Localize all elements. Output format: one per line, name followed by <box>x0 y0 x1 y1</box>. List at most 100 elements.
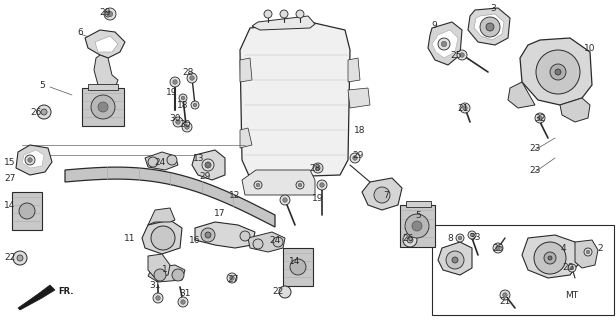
Text: 5: 5 <box>39 81 45 90</box>
Circle shape <box>500 290 510 300</box>
Text: 19: 19 <box>312 194 324 203</box>
Circle shape <box>550 64 566 80</box>
Text: 25: 25 <box>492 244 504 252</box>
Polygon shape <box>242 170 315 195</box>
Bar <box>283 248 313 286</box>
Circle shape <box>555 69 561 75</box>
Circle shape <box>456 234 464 242</box>
Circle shape <box>167 155 177 165</box>
Polygon shape <box>18 285 55 310</box>
Circle shape <box>153 293 163 303</box>
Circle shape <box>280 195 290 205</box>
Polygon shape <box>362 178 402 210</box>
Bar <box>12 192 42 230</box>
Text: 23: 23 <box>529 165 541 174</box>
Circle shape <box>536 50 580 94</box>
Circle shape <box>460 103 470 113</box>
Circle shape <box>313 163 323 173</box>
Circle shape <box>496 246 500 250</box>
Bar <box>88 84 118 90</box>
Polygon shape <box>438 242 472 275</box>
Text: MT: MT <box>565 291 578 300</box>
Text: 3: 3 <box>490 4 496 12</box>
Text: 30: 30 <box>179 119 191 129</box>
Text: 10: 10 <box>584 44 596 52</box>
Circle shape <box>570 266 573 270</box>
Circle shape <box>283 198 287 202</box>
Text: 26: 26 <box>402 234 414 243</box>
Text: 21: 21 <box>457 103 469 113</box>
Circle shape <box>17 255 23 261</box>
Polygon shape <box>432 30 458 58</box>
Circle shape <box>19 203 35 219</box>
Circle shape <box>374 187 390 203</box>
Circle shape <box>37 105 51 119</box>
Polygon shape <box>240 22 350 178</box>
Circle shape <box>273 237 283 247</box>
Circle shape <box>25 155 35 165</box>
Circle shape <box>180 300 185 304</box>
Circle shape <box>206 164 209 166</box>
Text: 22: 22 <box>272 287 283 297</box>
Circle shape <box>493 243 503 253</box>
Circle shape <box>460 53 464 57</box>
Circle shape <box>412 221 422 231</box>
Circle shape <box>253 239 263 249</box>
Text: 18: 18 <box>354 125 366 134</box>
Polygon shape <box>22 150 44 168</box>
Text: 21: 21 <box>500 298 511 307</box>
Polygon shape <box>248 232 285 252</box>
Text: 7: 7 <box>383 190 389 199</box>
Text: 12: 12 <box>229 190 241 199</box>
Text: 17: 17 <box>214 209 225 218</box>
Text: 24: 24 <box>155 157 166 166</box>
Circle shape <box>154 269 166 281</box>
Circle shape <box>298 183 302 187</box>
Circle shape <box>104 8 116 20</box>
Text: 16: 16 <box>189 236 201 244</box>
Circle shape <box>256 183 260 187</box>
Circle shape <box>148 157 158 167</box>
Polygon shape <box>148 254 170 278</box>
Circle shape <box>98 102 108 112</box>
Circle shape <box>170 77 180 87</box>
Circle shape <box>202 159 214 171</box>
Circle shape <box>91 95 115 119</box>
Text: 18: 18 <box>177 100 188 109</box>
Text: 33: 33 <box>469 233 480 242</box>
Circle shape <box>41 109 47 115</box>
Circle shape <box>201 228 215 242</box>
Text: 14: 14 <box>4 201 15 210</box>
Polygon shape <box>428 22 462 65</box>
Circle shape <box>156 296 160 300</box>
Circle shape <box>438 38 450 50</box>
Polygon shape <box>560 98 590 122</box>
Circle shape <box>279 286 291 298</box>
Bar <box>400 205 435 247</box>
Circle shape <box>178 297 188 307</box>
Circle shape <box>535 113 545 123</box>
Circle shape <box>173 117 183 127</box>
Circle shape <box>296 10 304 18</box>
Circle shape <box>264 10 272 18</box>
Circle shape <box>240 231 250 241</box>
Circle shape <box>176 120 180 124</box>
Circle shape <box>190 76 194 80</box>
Circle shape <box>452 257 458 263</box>
Circle shape <box>405 214 429 238</box>
Text: FR.: FR. <box>58 287 73 297</box>
Text: 2: 2 <box>597 244 603 252</box>
Polygon shape <box>95 36 118 52</box>
Circle shape <box>172 80 177 84</box>
Circle shape <box>205 162 211 168</box>
Circle shape <box>205 232 211 238</box>
Circle shape <box>486 23 494 31</box>
Circle shape <box>586 250 590 254</box>
Circle shape <box>230 276 234 280</box>
Polygon shape <box>252 16 315 30</box>
Circle shape <box>290 259 306 275</box>
Circle shape <box>534 242 566 274</box>
Text: 29: 29 <box>200 172 211 180</box>
Circle shape <box>179 94 187 102</box>
Circle shape <box>107 13 110 15</box>
